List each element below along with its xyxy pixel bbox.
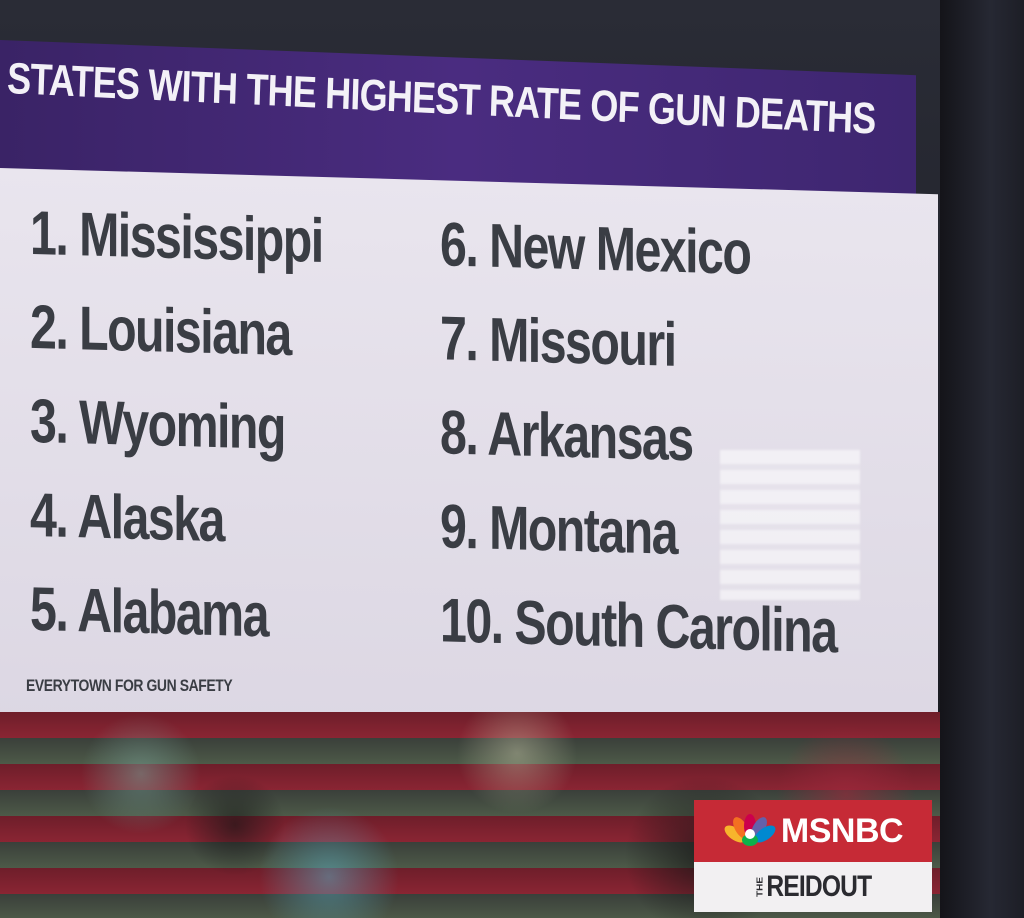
- tv-bezel: [940, 0, 1024, 918]
- list-item: 7. Missouri: [440, 304, 676, 380]
- show-name: THE REIDOUT: [755, 870, 871, 904]
- list-item: 4. Alaska: [30, 480, 224, 556]
- list-item: 10. South Carolina: [440, 586, 837, 667]
- logo-show-area: THE REIDOUT: [694, 862, 932, 912]
- logo-brand-area: MSNBC: [694, 800, 932, 862]
- list-item: 9. Montana: [440, 492, 677, 568]
- list-item: 5. Alabama: [30, 574, 268, 651]
- source-credit: EVERYTOWN FOR GUN SAFETY: [26, 676, 233, 695]
- show-title: REIDOUT: [765, 870, 872, 903]
- list-item: 2. Louisiana: [30, 292, 291, 370]
- peacock-icon: [724, 814, 776, 846]
- list-item: 8. Arkansas: [440, 398, 693, 475]
- list-item: 3. Wyoming: [30, 386, 285, 463]
- list-item: 6. New Mexico: [440, 210, 751, 288]
- window-reflection: [720, 450, 860, 600]
- tv-screen: STATES WITH THE HIGHEST RATE OF GUN DEAT…: [0, 30, 940, 918]
- show-prefix: THE: [755, 877, 765, 897]
- brand-name: MSNBC: [780, 811, 904, 850]
- list-item: 1. Mississippi: [30, 198, 323, 277]
- network-logo: MSNBC THE REIDOUT: [694, 800, 932, 912]
